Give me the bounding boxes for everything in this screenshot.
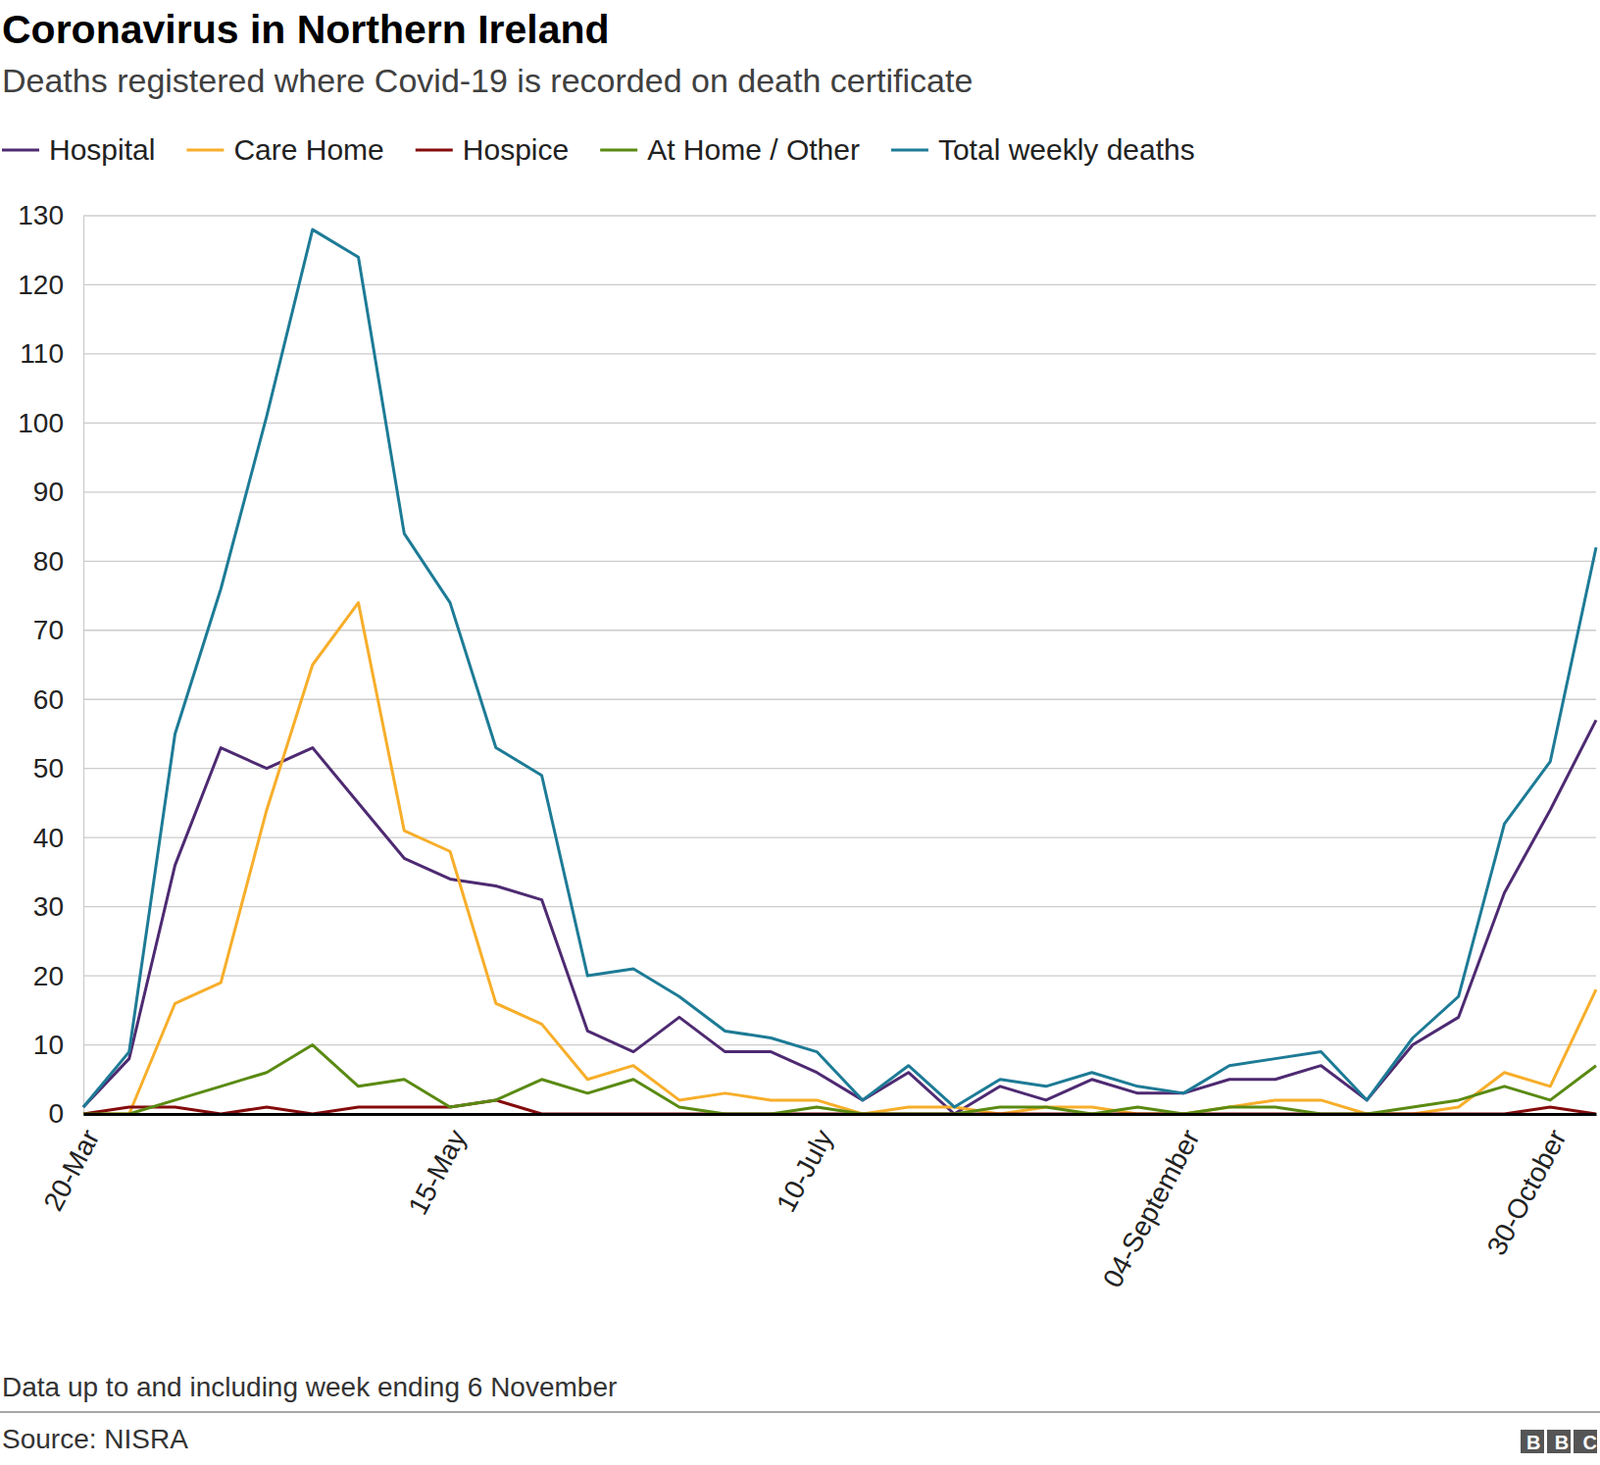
grid (83, 215, 1597, 1114)
y-tick-label: 20 (33, 960, 64, 992)
x-tick-label: 30-October (1481, 1124, 1573, 1260)
y-tick: 90 (33, 476, 84, 507)
y-tick-label: 50 (33, 752, 64, 784)
logo-text: BBC (1526, 1431, 1600, 1453)
y-tick: 80 (33, 546, 84, 577)
grid-line (83, 837, 1597, 839)
legend-label: Hospice (462, 133, 569, 166)
grid-line (83, 767, 1597, 769)
grid-line (83, 699, 1597, 700)
y-tick-label: 10 (33, 1029, 64, 1060)
note: Data up to and including week ending 6 N… (1, 1371, 617, 1402)
plot-lines (83, 229, 1597, 1114)
x-axis: 20-Mar 15-May 10-July 04-September 30-Octobe… (37, 1113, 1597, 1293)
y-tick-label: 30 (33, 891, 64, 922)
y-axis-line (83, 216, 85, 1115)
y-tick-label: 100 (17, 407, 64, 439)
x-tick: 10-July (770, 1113, 840, 1217)
legend-label: Care Home (233, 133, 384, 166)
y-tick: 30 (33, 891, 84, 922)
series-line (83, 229, 1597, 1107)
grid-line (83, 905, 1597, 907)
x-axis-line (84, 1112, 1598, 1116)
chart: Coronavirus in Northern Ireland Deaths re… (0, 0, 1600, 1465)
y-tick: 40 (33, 822, 84, 853)
title: Coronavirus in Northern Ireland (1, 6, 610, 52)
y-tick-label: 70 (33, 614, 64, 646)
legend-label: At Home / Other (647, 133, 860, 166)
grid-line (83, 284, 1597, 286)
grid-line (83, 1112, 1597, 1114)
y-tick: 100 (17, 407, 84, 439)
y-tick: 60 (33, 684, 84, 715)
y-tick: 70 (33, 614, 84, 646)
y-tick-label: 110 (19, 338, 64, 369)
y-tick: 120 (17, 269, 84, 300)
y-tick-label: 120 (17, 269, 64, 300)
y-axis: 0 10 20 30 40 50 60 70 80 90 100 110 120 130 (17, 200, 84, 1129)
x-tick: 04-September (1097, 1113, 1206, 1293)
logo: BBC (1520, 1429, 1600, 1453)
legend-swatch (186, 149, 224, 152)
subtitle: Deaths registered where Covid-19 is reco… (1, 61, 973, 100)
grid-line (83, 352, 1597, 354)
legend-swatch (600, 149, 638, 152)
y-tick: 110 (19, 338, 84, 369)
series-line (83, 719, 1597, 1114)
series-line (83, 1045, 1597, 1114)
legend: Hospital Care Home Hospice At Home / Other T… (1, 133, 1196, 166)
grid-line (83, 974, 1597, 976)
footer-rule (0, 1410, 1600, 1413)
x-tick: 30-October (1481, 1113, 1573, 1260)
grid-line (83, 214, 1597, 216)
grid-line (83, 491, 1597, 493)
series-line (83, 602, 1597, 1114)
legend-swatch (415, 149, 453, 152)
x-tick: 15-May (401, 1113, 472, 1220)
legend-label: Hospital (49, 133, 155, 166)
y-tick-label: 90 (33, 476, 64, 507)
y-tick: 10 (33, 1029, 84, 1060)
y-tick: 130 (17, 200, 84, 231)
legend-swatch (1, 149, 40, 152)
source: Source: NISRA (1, 1423, 189, 1454)
x-tick: 20-Mar (37, 1113, 105, 1216)
x-tick-label: 15-May (401, 1124, 472, 1220)
x-tick-label: 20-Mar (37, 1124, 105, 1216)
grid-line (83, 422, 1597, 424)
grid-line (83, 629, 1597, 631)
x-tick-label: 04-September (1097, 1124, 1206, 1293)
grid-line (83, 560, 1597, 562)
legend-label: Total weekly deaths (938, 133, 1196, 166)
y-tick-label: 80 (33, 546, 64, 577)
y-tick: 50 (33, 752, 84, 784)
y-tick-label: 40 (33, 822, 64, 853)
x-tick-label: 10-July (770, 1124, 840, 1217)
legend-swatch (891, 149, 929, 152)
y-tick-label: 130 (17, 200, 64, 231)
y-tick-label: 0 (48, 1098, 64, 1129)
y-tick-label: 60 (33, 684, 64, 715)
y-tick: 20 (33, 960, 84, 992)
